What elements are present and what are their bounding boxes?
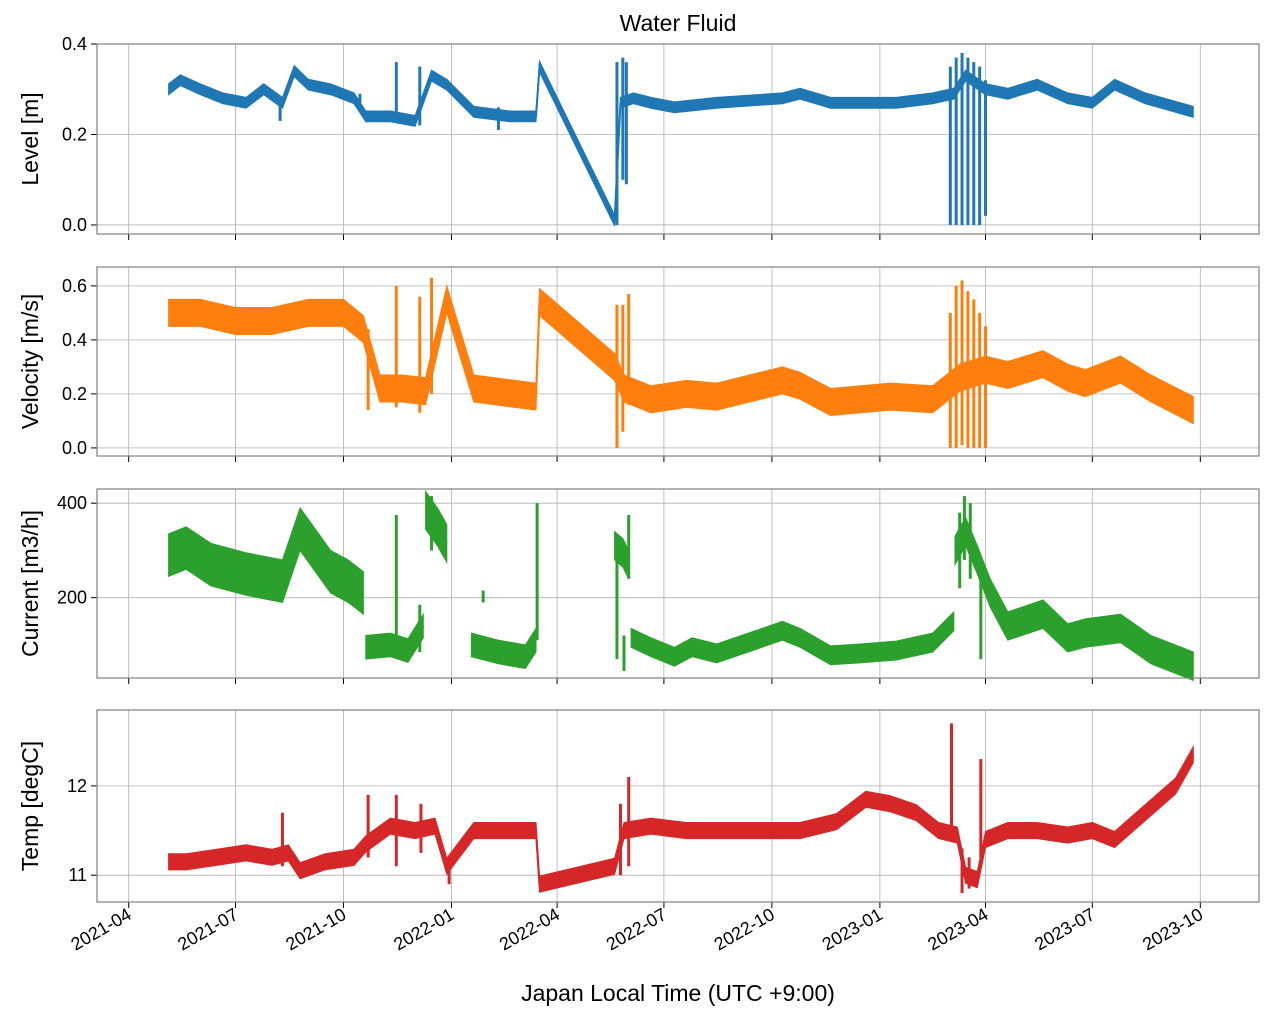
current-series-band [470, 626, 537, 670]
y-axis-label: Level [m] [17, 92, 43, 185]
y-tick-label: 0.2 [62, 384, 87, 404]
current-series-band [954, 516, 1194, 682]
x-tick-label: 2021-04 [67, 904, 134, 954]
x-tick-label: 2023-01 [819, 904, 886, 954]
y-axis-label: Current [m3/h] [17, 510, 43, 657]
current-series-line [630, 620, 955, 658]
chart-title: Water Fluid [620, 10, 737, 36]
panels: 0.0 0.2 0.4 Level [m] 0.0 0.2 0.4 0.6 Velocity [… [17, 34, 1260, 908]
current-series-line [954, 529, 1194, 668]
panel-frame [96, 266, 1260, 457]
velocity-series-band [168, 283, 1194, 425]
y-axis-label: Velocity [m/s] [17, 294, 43, 429]
y-tick-label: 0.6 [62, 276, 87, 296]
level-series-band [168, 59, 1194, 227]
panel-temp: 11 12 Temp [degC] [17, 709, 1260, 908]
panel-frame [96, 488, 1260, 679]
x-tick-labels: 2021-04 2021-07 2021-10 2022-01 2022-04 2022-… [67, 904, 1206, 954]
y-tick-label: 0.4 [62, 330, 87, 350]
panel-current: 200 400 Current [m3/h] [17, 488, 1260, 684]
velocity-series-line [168, 295, 1194, 411]
panel-frame [96, 709, 1260, 903]
x-tick-label: 2022-01 [390, 904, 457, 954]
panel-velocity: 0.0 0.2 0.4 0.6 Velocity [m/s] [17, 266, 1260, 462]
y-axis-label: Temp [degC] [17, 741, 43, 871]
x-tick-label: 2022-07 [603, 904, 670, 954]
x-tick-label: 2022-04 [496, 904, 563, 954]
x-tick-label: 2023-04 [924, 904, 991, 954]
current-series-line [424, 509, 448, 544]
x-tick-label: 2023-07 [1031, 904, 1098, 954]
current-series-line [471, 639, 537, 658]
x-tick-label: 2021-10 [282, 904, 349, 954]
y-tick-label: 0.0 [62, 438, 87, 458]
y-tick-label: 0.2 [62, 124, 87, 144]
current-series-line [168, 527, 365, 594]
y-tick-label: 0.0 [62, 215, 87, 235]
x-tick-label: 2021-07 [174, 904, 241, 954]
current-series-line [365, 625, 425, 652]
panel-frame [96, 43, 1260, 235]
temp-series-band [168, 744, 1194, 893]
temp-series-line [168, 754, 1195, 886]
x-axis-label: Japan Local Time (UTC +9:00) [521, 980, 835, 1006]
panel-level: 0.0 0.2 0.4 Level [m] [17, 34, 1260, 240]
current-series-band [630, 610, 955, 667]
y-tick-label: 400 [57, 493, 87, 513]
y-tick-label: 200 [57, 588, 87, 608]
current-series-band [168, 506, 364, 616]
x-tick-label: 2023-10 [1139, 904, 1206, 954]
y-tick-label: 12 [67, 776, 87, 796]
y-tick-label: 0.4 [62, 34, 87, 54]
y-tick-label: 11 [68, 865, 87, 885]
x-tick-label: 2022-10 [711, 904, 778, 954]
